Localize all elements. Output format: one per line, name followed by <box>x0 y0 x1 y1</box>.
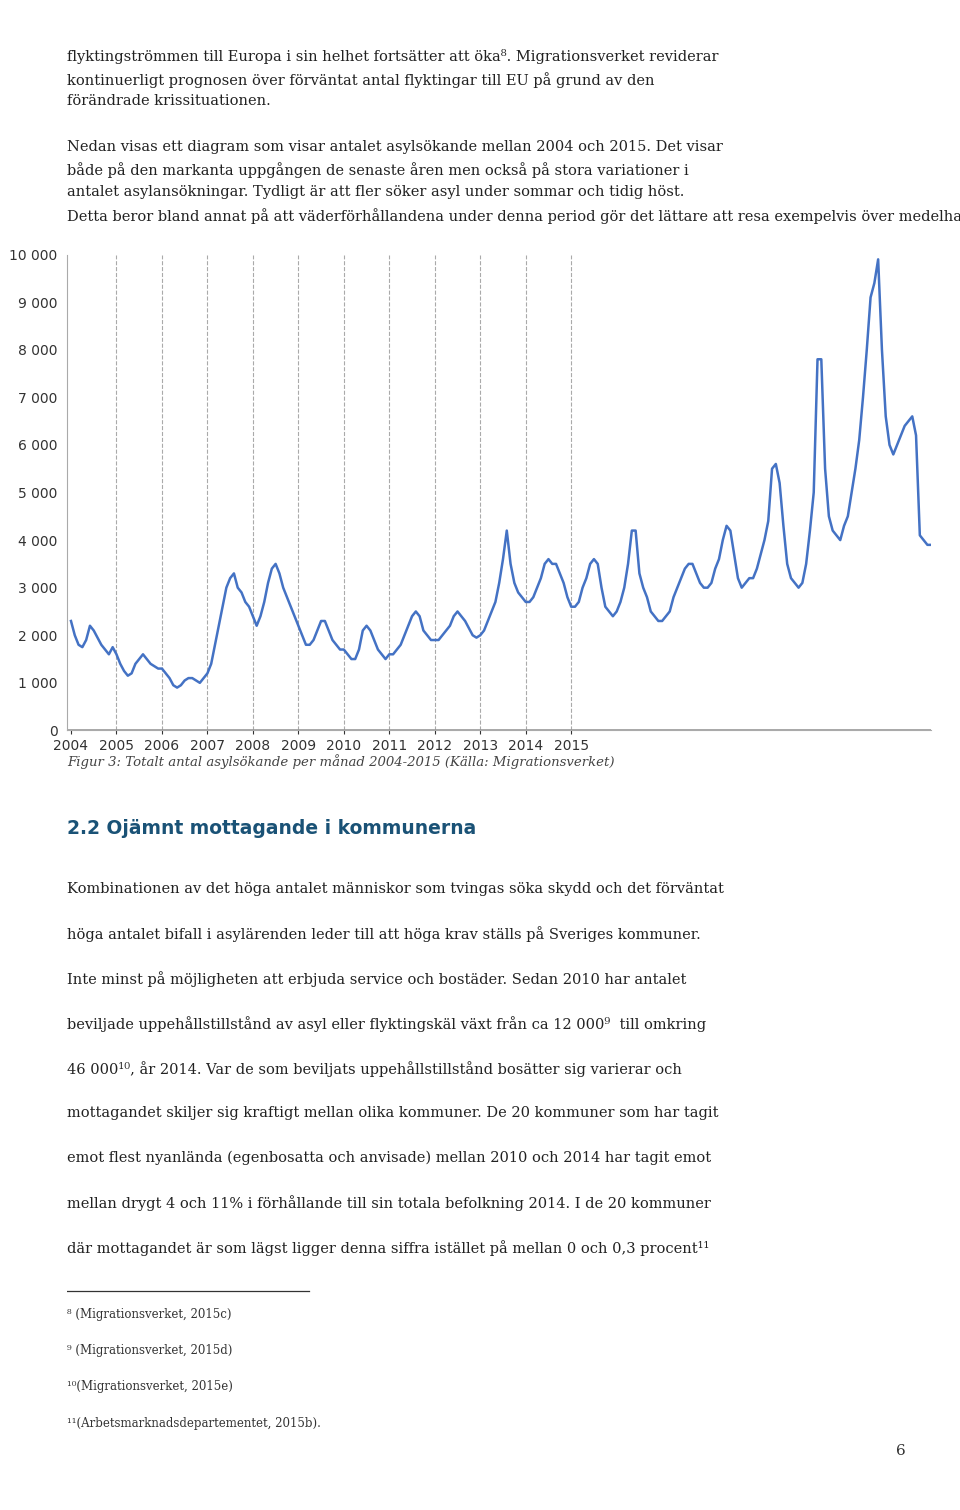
Text: mottagandet skiljer sig kraftigt mellan olika kommuner. De 20 kommuner som har t: mottagandet skiljer sig kraftigt mellan … <box>67 1105 719 1119</box>
Text: Detta beror bland annat på att väderförhållandena under denna period gör det lät: Detta beror bland annat på att väderförh… <box>67 208 960 223</box>
Text: ¹⁰(Migrationsverket, 2015e): ¹⁰(Migrationsverket, 2015e) <box>67 1380 233 1394</box>
Text: ⁹ (Migrationsverket, 2015d): ⁹ (Migrationsverket, 2015d) <box>67 1344 232 1357</box>
Text: ¹¹(Arbetsmarknadsdepartementet, 2015b).: ¹¹(Arbetsmarknadsdepartementet, 2015b). <box>67 1416 321 1430</box>
Text: mellan drygt 4 och 11% i förhållande till sin totala befolkning 2014. I de 20 ko: mellan drygt 4 och 11% i förhållande til… <box>67 1196 711 1211</box>
Text: förändrade krissituationen.: förändrade krissituationen. <box>67 95 271 109</box>
Text: Nedan visas ett diagram som visar antalet asylsökande mellan 2004 och 2015. Det : Nedan visas ett diagram som visar antale… <box>67 140 723 154</box>
Text: 2.2 Ojämnt mottagande i kommunerna: 2.2 Ojämnt mottagande i kommunerna <box>67 818 476 838</box>
Text: ⁸ (Migrationsverket, 2015c): ⁸ (Migrationsverket, 2015c) <box>67 1308 231 1321</box>
Text: Kombinationen av det höga antalet människor som tvingas söka skydd och det förvä: Kombinationen av det höga antalet männis… <box>67 882 724 895</box>
Text: emot flest nyanlända (egenbosatta och anvisade) mellan 2010 och 2014 har tagit e: emot flest nyanlända (egenbosatta och an… <box>67 1151 711 1164</box>
Text: höga antalet bifall i asylärenden leder till att höga krav ställs på Sveriges ko: höga antalet bifall i asylärenden leder … <box>67 927 701 942</box>
Text: Figur 3: Totalt antal asylsökande per månad 2004-2015 (Källa: Migrationsverket): Figur 3: Totalt antal asylsökande per må… <box>67 753 614 769</box>
Text: kontinuerligt prognosen över förväntat antal flyktingar till EU på grund av den: kontinuerligt prognosen över förväntat a… <box>67 72 655 88</box>
Text: där mottagandet är som lägst ligger denna siffra istället på mellan 0 och 0,3 pr: där mottagandet är som lägst ligger denn… <box>67 1240 709 1256</box>
Text: både på den markanta uppgången de senaste åren men också på stora variationer i: både på den markanta uppgången de senast… <box>67 163 689 178</box>
Text: beviljade uppehållstillstånd av asyl eller flyktingskäl växt från ca 12 000⁹  ti: beviljade uppehållstillstånd av asyl ell… <box>67 1016 707 1031</box>
Text: 6: 6 <box>896 1444 905 1459</box>
Text: Inte minst på möjligheten att erbjuda service och bostäder. Sedan 2010 har antal: Inte minst på möjligheten att erbjuda se… <box>67 971 686 988</box>
Text: 46 000¹⁰, år 2014. Var de som beviljats uppehållstillstånd bosätter sig varierar: 46 000¹⁰, år 2014. Var de som beviljats … <box>67 1062 682 1077</box>
Text: antalet asylansökningar. Tydligt är att fler söker asyl under sommar och tidig h: antalet asylansökningar. Tydligt är att … <box>67 186 684 199</box>
Text: flyktingströmmen till Europa i sin helhet fortsätter att öka⁸. Migrationsverket : flyktingströmmen till Europa i sin helhe… <box>67 50 719 63</box>
